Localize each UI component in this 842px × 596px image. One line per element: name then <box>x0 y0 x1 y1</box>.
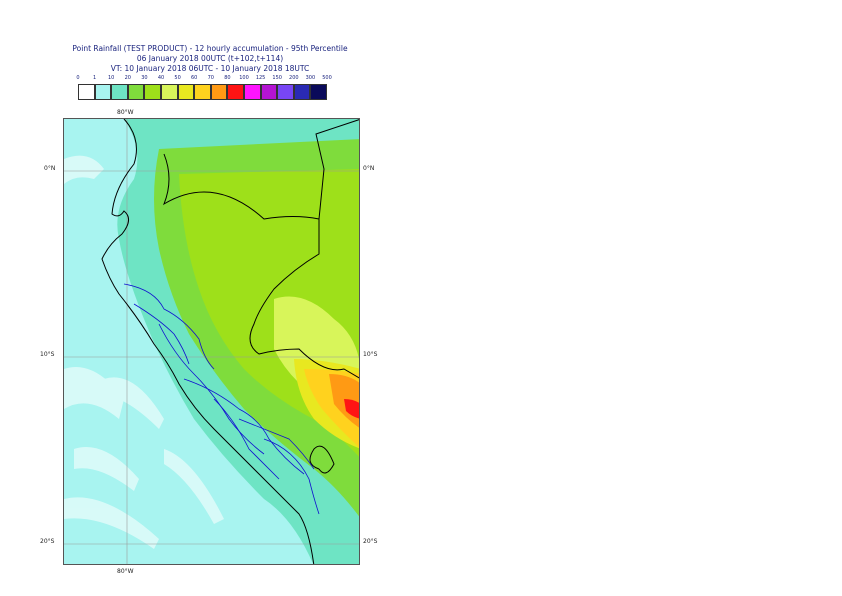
legend-swatch <box>310 84 327 100</box>
ocean-low-rain-streaks <box>64 155 224 549</box>
legend-label: 80 <box>224 75 231 81</box>
title-line-2: 06 January 2018 00UTC (t+102,t+114) <box>136 54 284 63</box>
legend-swatch <box>111 84 128 100</box>
lon-label-top: 80°W <box>117 109 134 116</box>
legend-swatch <box>227 84 244 100</box>
legend-label: 300 <box>305 75 316 81</box>
legend-label: 1 <box>93 75 97 81</box>
legend-label: 50 <box>174 75 181 81</box>
legend-swatch <box>78 84 95 100</box>
lat-label-right-0: 0°N <box>363 165 375 172</box>
legend-label: 500 <box>322 75 332 81</box>
legend-swatch <box>194 84 211 100</box>
legend-swatch <box>144 84 161 100</box>
regional-borders <box>123 283 320 515</box>
title-line-1: Point Rainfall (TEST PRODUCT) - 12 hourl… <box>72 44 348 53</box>
legend-label: 30 <box>141 75 148 81</box>
lat-label-right-20: 20°S <box>363 538 378 545</box>
lat-label-left-20: 20°S <box>40 538 55 545</box>
lon-label-bottom: 80°W <box>117 568 134 575</box>
legend-label: 40 <box>157 75 165 81</box>
legend-swatch <box>161 84 178 100</box>
legend-label: 200 <box>289 75 299 81</box>
legend-label: 0 <box>76 75 80 81</box>
legend-swatch <box>277 84 294 100</box>
lat-label-left-0: 0°N <box>44 165 56 172</box>
land-rain-80-100 <box>344 399 359 419</box>
legend-label: 20 <box>124 75 131 81</box>
legend-swatch <box>293 84 311 100</box>
lat-label-left-10: 10°S <box>40 351 55 358</box>
coastline <box>101 119 315 564</box>
legend-label: 100 <box>239 75 249 81</box>
lat-label-right-10: 10°S <box>363 351 378 358</box>
rainfall-map-svg <box>64 119 359 564</box>
legend-label: 10 <box>108 75 115 81</box>
legend-swatch <box>127 84 145 100</box>
legend-label: 150 <box>272 75 282 81</box>
legend-swatch <box>177 84 195 100</box>
legend-label: 70 <box>207 75 214 81</box>
legend-swatch <box>260 84 278 100</box>
legend-label: 125 <box>255 75 266 81</box>
national-borders <box>162 119 359 474</box>
legend-swatch <box>94 84 112 100</box>
legend-label: 60 <box>191 75 198 81</box>
legend-swatch <box>244 84 261 100</box>
graticule <box>64 119 359 564</box>
legend-swatch <box>210 84 228 100</box>
title-line-3: VT: 10 January 2018 06UTC - 10 January 2… <box>110 64 310 73</box>
rainfall-map <box>63 118 360 565</box>
